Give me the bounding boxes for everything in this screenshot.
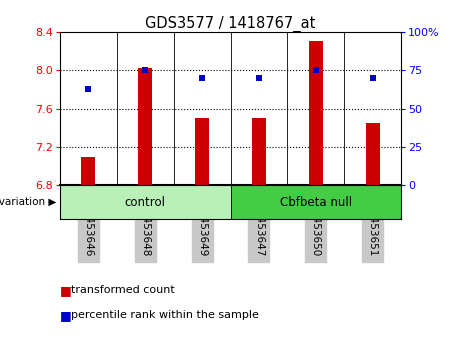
Point bbox=[198, 75, 206, 81]
Text: genotype/variation ▶: genotype/variation ▶ bbox=[0, 198, 57, 207]
Bar bbox=[195, 118, 209, 185]
Point bbox=[312, 67, 319, 73]
Bar bbox=[366, 123, 380, 185]
Bar bbox=[138, 68, 152, 185]
Text: transformed count: transformed count bbox=[71, 285, 175, 295]
FancyBboxPatch shape bbox=[230, 185, 401, 219]
Text: ■: ■ bbox=[60, 309, 71, 321]
Title: GDS3577 / 1418767_at: GDS3577 / 1418767_at bbox=[145, 16, 316, 32]
Text: control: control bbox=[125, 196, 165, 209]
Bar bbox=[252, 118, 266, 185]
Bar bbox=[81, 156, 95, 185]
Point bbox=[85, 86, 92, 91]
Bar bbox=[309, 41, 323, 185]
Text: ■: ■ bbox=[60, 284, 71, 297]
Point bbox=[255, 75, 263, 81]
Point bbox=[369, 75, 376, 81]
Text: Cbfbeta null: Cbfbeta null bbox=[280, 196, 352, 209]
Point bbox=[142, 67, 149, 73]
Text: percentile rank within the sample: percentile rank within the sample bbox=[71, 310, 260, 320]
FancyBboxPatch shape bbox=[60, 185, 230, 219]
